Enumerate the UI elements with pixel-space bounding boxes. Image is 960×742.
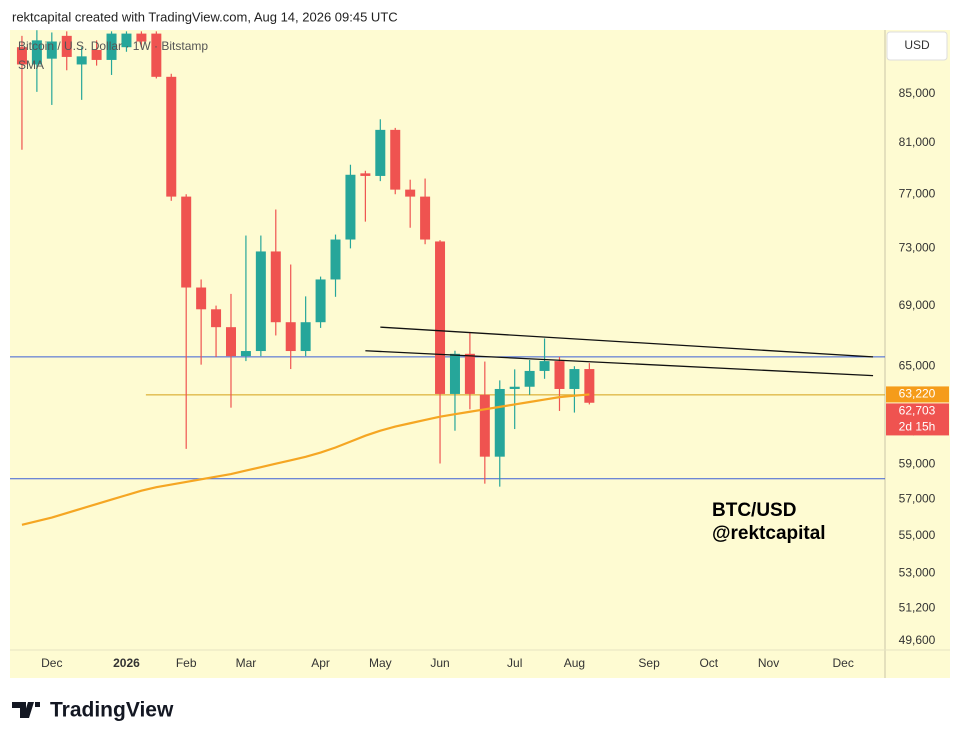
y-tick-label: 69,000 — [899, 298, 936, 312]
y-tick-label: 81,000 — [899, 135, 936, 149]
candle-body — [121, 33, 132, 48]
watermark: BTC/USD — [712, 500, 796, 521]
x-tick-label: May — [369, 656, 392, 670]
x-tick-label: Aug — [564, 656, 585, 670]
candle-body — [270, 251, 281, 323]
candle-body — [166, 76, 177, 197]
candle-body — [225, 327, 236, 357]
candle-body — [569, 369, 580, 389]
logo-icon — [12, 702, 40, 718]
candle-body — [91, 49, 102, 60]
price-label-box — [886, 386, 949, 403]
candle-body — [196, 287, 207, 310]
candle-body — [315, 279, 326, 323]
candle-body — [420, 196, 431, 240]
candle-body — [375, 129, 386, 176]
candle-body — [584, 369, 595, 403]
price-label: 63,220 — [899, 387, 936, 401]
x-tick-label: Oct — [699, 656, 718, 670]
candle-body — [151, 33, 162, 77]
y-tick-label: 73,000 — [899, 241, 936, 255]
candle-body — [61, 35, 72, 57]
candle-body — [509, 386, 520, 389]
logo: TradingView — [12, 699, 174, 722]
candle-body — [16, 47, 27, 65]
countdown: 2d 15h — [899, 420, 936, 434]
y-tick-label: 57,000 — [899, 492, 936, 506]
x-tick-label: Nov — [758, 656, 779, 670]
x-tick-label: Apr — [311, 656, 330, 670]
x-tick-label: Mar — [236, 656, 257, 670]
candle-body — [255, 251, 266, 352]
y-tick-label: 77,000 — [899, 186, 936, 200]
x-tick-label: Jun — [430, 656, 449, 670]
candle-body — [46, 41, 57, 59]
y-tick-label: 51,200 — [899, 601, 936, 615]
x-tick-label: Dec — [833, 656, 854, 670]
candle-body — [31, 40, 42, 65]
watermark: @rektcapital — [712, 523, 826, 544]
candle-body — [524, 370, 535, 387]
price-label-box — [886, 403, 949, 436]
candle-body — [285, 322, 296, 352]
candle-body — [211, 309, 222, 328]
sma-line — [21, 393, 590, 526]
y-tick-label: 49,600 — [899, 633, 936, 647]
candle-body — [554, 361, 565, 389]
candle-body — [390, 129, 401, 190]
price-label: 62,703 — [899, 404, 936, 418]
trendline — [365, 350, 874, 377]
candle-body — [464, 353, 475, 394]
candle-body — [181, 196, 192, 288]
y-tick-label: 65,000 — [899, 358, 936, 372]
y-tick-label: 59,000 — [899, 457, 936, 471]
y-tick-label: 85,000 — [899, 86, 936, 100]
trendline — [380, 326, 874, 358]
currency-box — [886, 31, 948, 61]
legend-entry: SMA — [18, 58, 44, 72]
x-tick-label: Dec — [41, 656, 62, 670]
y-tick-label: 55,000 — [899, 528, 936, 542]
logo-text: TradingView — [50, 699, 174, 722]
candle-body — [539, 361, 550, 371]
candle-body — [330, 239, 341, 280]
candle-body — [405, 189, 416, 197]
legend-title: Bitcoin / U.S. Dollar · 1W · Bitstamp — [18, 39, 208, 53]
candle-body — [449, 353, 460, 394]
candle-body — [76, 56, 87, 65]
candle-body — [345, 174, 356, 240]
x-tick-label: Sep — [638, 656, 660, 670]
y-tick-label: 53,000 — [899, 566, 936, 580]
candle-body — [479, 394, 490, 457]
x-tick-label: Feb — [176, 656, 197, 670]
candle-body — [360, 173, 371, 176]
x-tick-label: 2026 — [113, 656, 140, 670]
candle-body — [240, 351, 251, 357]
x-tick-label: Jul — [507, 656, 522, 670]
header: rektcapital created with TradingView.com… — [12, 9, 398, 24]
candle-body — [106, 33, 117, 60]
candle-body — [435, 241, 446, 394]
currency: USD — [904, 38, 930, 52]
candle-body — [300, 322, 311, 352]
candle-body — [136, 33, 147, 42]
candle-body — [494, 388, 505, 457]
plot — [10, 30, 885, 526]
chart-background — [10, 30, 950, 678]
